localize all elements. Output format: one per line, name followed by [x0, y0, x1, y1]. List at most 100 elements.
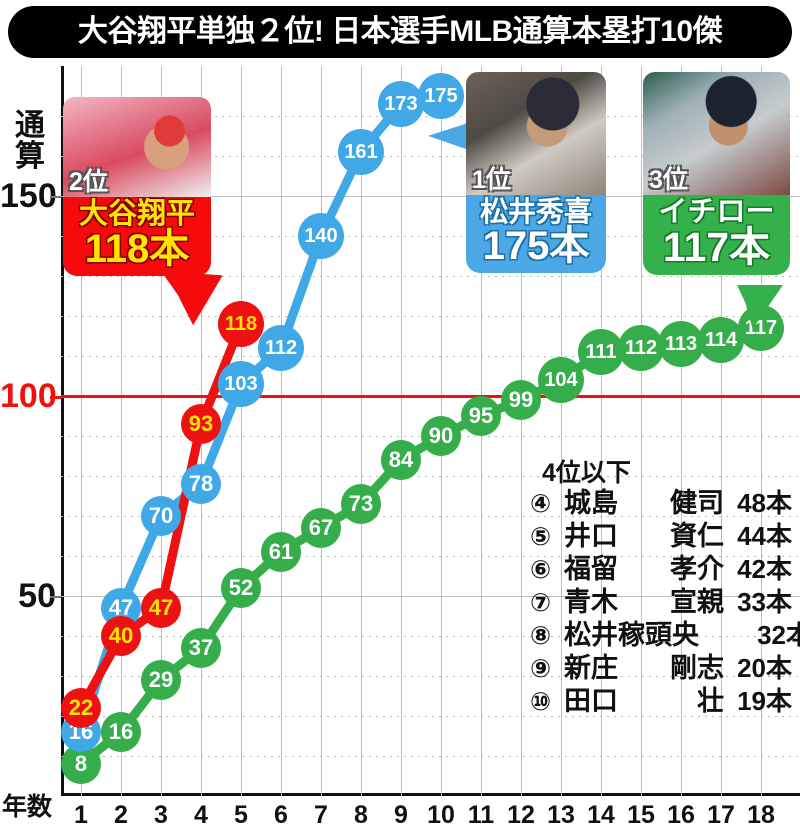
x-tick-label-12: 12: [507, 801, 535, 829]
ohtani-photo: 2位: [63, 97, 211, 197]
data-point-3-year-11: 95: [461, 396, 501, 436]
y-tick-label-100: 100: [0, 377, 57, 415]
ohtani-total: 118本: [84, 227, 190, 272]
x-tick-label-5: 5: [234, 801, 248, 829]
ranking-row: ⑤ 井口 資仁 44本: [530, 523, 792, 556]
ranking-rows: ④ 城島 健司 48本 ⑤ 井口 資仁 44本 ⑥ 福留 孝介 42本 ⑦ 青木 宣親 33本 ⑧ 松井稼頭央 32…: [530, 488, 800, 721]
vgrid-year-13: [561, 66, 562, 796]
vgrid-year-14: [601, 66, 602, 796]
x-tick-label-1: 1: [74, 801, 88, 829]
ichiro-name: イチロー: [658, 196, 775, 228]
ranking-row: ⑥ 福留 孝介 42本: [530, 556, 792, 589]
data-point-2-year-5: 118: [218, 301, 264, 347]
hgrid-160: [61, 156, 800, 157]
data-point-1-year-8: 161: [338, 129, 384, 175]
ranking-surname: 福留: [564, 554, 618, 584]
ranking-number: ⑤: [530, 523, 552, 551]
ranking-surname: 青木: [564, 587, 618, 617]
x-tick-label-18: 18: [747, 801, 775, 829]
data-point-3-year-12: 99: [501, 380, 541, 420]
ranking-homeruns: 48本: [737, 488, 792, 518]
x-tick-label-11: 11: [467, 801, 495, 829]
ranking-number: ⑨: [530, 655, 552, 683]
data-point-1-year-9: 173: [378, 81, 424, 127]
ranking-surname: 城島: [564, 488, 618, 518]
hgrid-60: [61, 556, 800, 557]
data-point-3-year-17: 114: [698, 317, 744, 363]
ranking-row: ⑨ 新庄 剛志 20本: [530, 655, 792, 688]
ranking-givenname: 孝介: [670, 554, 724, 584]
callout-matsui[interactable]: 1位 松井秀喜 175本: [428, 72, 606, 274]
ranking-list-heading: 4位以下: [542, 459, 631, 487]
hgrid-140: [61, 236, 800, 237]
x-tick-label-4: 4: [194, 801, 208, 829]
ohtani-callout-body: 大谷翔平 118本: [63, 197, 211, 277]
vgrid-year-17: [721, 66, 722, 796]
data-point-3-year-8: 73: [341, 484, 381, 524]
ranking-givenname: 資仁: [670, 521, 724, 551]
ichiro-callout-body: イチロー 117本: [643, 195, 790, 276]
ohtani-rank-badge: 2位: [69, 168, 108, 196]
data-point-3-year-13: 104: [538, 357, 584, 403]
data-point-1-year-10: 175: [418, 73, 464, 119]
page-title: 大谷翔平単独２位! 日本選手MLB通算本塁打10傑: [77, 15, 723, 48]
y-tick-mark-150: [50, 196, 61, 198]
x-tick-label-6: 6: [274, 801, 288, 829]
ranking-number: ⑧: [530, 622, 552, 650]
data-point-2-year-3: 47: [141, 588, 181, 628]
x-tick-label-2: 2: [114, 801, 128, 829]
x-tick-label-14: 14: [587, 801, 615, 829]
x-tick-label-10: 10: [427, 801, 455, 829]
x-tick-label-7: 7: [314, 801, 328, 829]
vgrid-year-1: [81, 66, 82, 796]
ranking-list: 4位以下 ④ 城島 健司 48本 ⑤ 井口 資仁 44本 ⑥ 福留 孝介 42本 ⑦ 青木 宣親 33本 ⑧ 松井…: [530, 459, 800, 721]
data-point-1-year-5: 103: [218, 361, 264, 407]
hgrid-150: [61, 196, 800, 197]
data-point-2-year-1: 22: [61, 688, 101, 728]
ranking-number: ⑥: [530, 556, 552, 584]
y-axis-line: [61, 66, 64, 796]
callout-ichiro[interactable]: 3位 イチロー 117本: [643, 72, 790, 329]
data-point-3-year-2: 16: [101, 712, 141, 752]
ranking-homeruns: 42本: [737, 554, 792, 584]
vgrid-year-7: [321, 66, 322, 796]
vgrid-year-6: [281, 66, 282, 796]
ranking-surname: 井口: [564, 521, 618, 551]
hgrid-80: [61, 476, 800, 477]
hgrid-70: [61, 516, 800, 517]
x-tick-label-8: 8: [354, 801, 368, 829]
data-point-3-year-6: 61: [261, 532, 301, 572]
ohtani-name: 大谷翔平: [78, 198, 195, 230]
y-tick-mark-50: [50, 596, 61, 598]
ranking-givenname: 健司: [670, 488, 724, 518]
data-point-3-year-5: 52: [221, 568, 261, 608]
ichiro-total: 117本: [662, 224, 771, 271]
matsui-callout-body: 松井秀喜 175本: [466, 195, 606, 274]
vgrid-year-18: [761, 66, 762, 796]
ranking-number: ⑩: [530, 688, 552, 716]
ranking-givenname: 宣親: [670, 587, 724, 617]
vgrid-year-16: [681, 66, 682, 796]
reference-line-100: [61, 395, 800, 398]
data-point-3-year-10: 90: [421, 416, 461, 456]
hgrid-110: [61, 356, 800, 357]
data-point-3-year-15: 112: [618, 325, 664, 371]
line-matsui: [76, 91, 446, 737]
data-point-3-year-9: 84: [381, 440, 421, 480]
ranking-row: ⑦ 青木 宣親 33本: [530, 589, 792, 622]
ranking-number: ④: [530, 490, 552, 518]
title-bar: 大谷翔平単独２位! 日本選手MLB通算本塁打10傑: [8, 6, 792, 58]
vgrid-year-15: [641, 66, 642, 796]
data-point-1-year-4: 78: [181, 464, 221, 504]
x-tick-label-9: 9: [394, 801, 408, 829]
vgrid-year-3: [161, 66, 162, 796]
ranking-row: ⑧ 松井稼頭央 32本: [530, 622, 800, 655]
data-point-2-year-4: 93: [181, 404, 221, 444]
x-tick-label-15: 15: [627, 801, 655, 829]
ranking-row: ⑩ 田口 壮 19本: [530, 688, 792, 721]
ranking-homeruns: 33本: [737, 587, 792, 617]
ranking-homeruns: 44本: [737, 521, 792, 551]
callout-ohtani[interactable]: 2位 大谷翔平 118本: [63, 97, 211, 276]
data-point-3-year-7: 67: [301, 508, 341, 548]
x-tick-label-17: 17: [707, 801, 735, 829]
